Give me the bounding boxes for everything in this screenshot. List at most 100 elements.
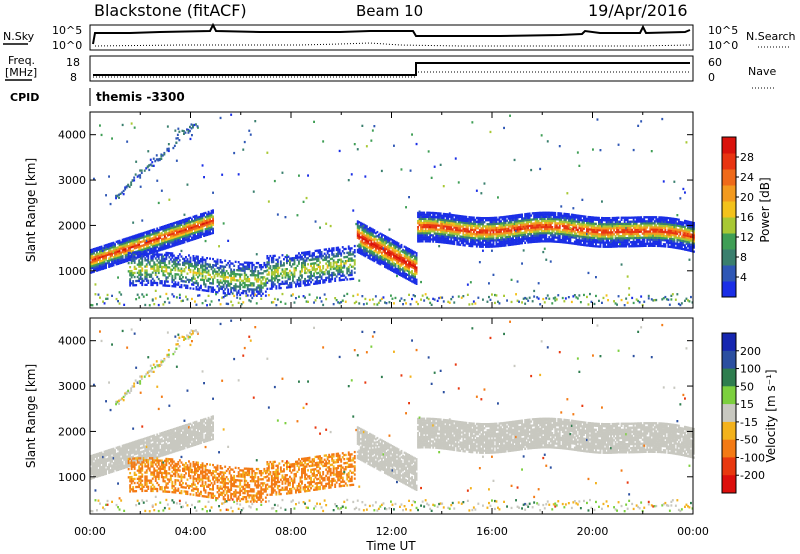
power-cell <box>243 267 246 270</box>
power-cell <box>175 283 178 286</box>
power-cell <box>388 247 391 250</box>
power-cell <box>540 226 543 229</box>
power-cell <box>554 211 557 215</box>
power-cell <box>182 280 184 283</box>
power-cell <box>151 267 154 270</box>
power-cell <box>510 229 513 232</box>
power-cell <box>123 248 126 251</box>
power-cell <box>509 217 511 220</box>
power-cell <box>598 222 600 226</box>
power-cell <box>103 265 106 268</box>
power-cell <box>361 249 364 252</box>
power-cell <box>273 266 276 270</box>
power-cell <box>483 217 486 220</box>
power-cell <box>145 230 148 234</box>
power-cell <box>482 233 484 236</box>
power-cell <box>311 262 314 265</box>
power-cell <box>94 259 97 263</box>
power-cell <box>302 265 305 269</box>
power-cell <box>270 271 273 274</box>
power-cell <box>543 236 546 239</box>
power-cell <box>384 251 386 254</box>
power-cell <box>370 250 373 253</box>
power-cell <box>171 224 174 227</box>
power-cell <box>374 235 377 238</box>
power-cell <box>483 239 486 242</box>
power-cell <box>154 234 157 237</box>
power-cell <box>127 240 130 244</box>
power-cell <box>180 277 183 281</box>
power-cell <box>212 270 214 273</box>
power-cell <box>605 227 608 230</box>
power-cell <box>169 233 172 236</box>
power-cell <box>584 240 587 243</box>
power-cell <box>521 238 523 241</box>
power-cell <box>587 234 590 237</box>
power-cell <box>371 238 374 241</box>
power-cell <box>180 273 183 277</box>
power-cell <box>436 214 439 217</box>
power-cell <box>382 258 385 261</box>
power-cell <box>478 245 481 248</box>
power-cell <box>337 273 340 276</box>
power-cell <box>240 291 243 295</box>
power-cell <box>356 248 359 252</box>
power-cell <box>552 240 555 243</box>
power-cell <box>373 237 376 240</box>
power-cell <box>483 229 486 232</box>
power-cell <box>362 243 365 247</box>
power-cell <box>394 257 397 260</box>
power-cell <box>304 255 306 258</box>
power-cell <box>255 253 258 256</box>
power-cell <box>560 230 563 233</box>
power-cell <box>195 303 198 306</box>
power-cell <box>439 224 442 227</box>
power-cell <box>185 218 187 221</box>
power-cell <box>260 264 263 267</box>
power-cell <box>614 302 617 305</box>
power-cell <box>364 224 367 227</box>
power-cell <box>273 297 276 301</box>
power-cell <box>460 215 463 218</box>
power-cell <box>195 273 198 277</box>
power-cell <box>257 274 260 277</box>
power-cell <box>488 245 490 248</box>
power-cell <box>182 219 184 222</box>
power-cell <box>138 247 141 250</box>
power-cell <box>180 286 183 289</box>
power-cell <box>260 294 263 297</box>
power-cell <box>581 225 584 228</box>
power-cell <box>426 232 429 235</box>
power-cell <box>298 282 300 286</box>
power-cell <box>204 264 207 268</box>
power-cell <box>457 243 460 246</box>
power-cell <box>132 251 135 254</box>
power-cell <box>367 238 370 241</box>
power-cell <box>147 238 150 241</box>
power-cell <box>141 281 144 284</box>
power-cell <box>135 234 138 237</box>
power-cell <box>394 267 397 270</box>
power-cell <box>301 264 303 267</box>
power-cell <box>549 228 552 231</box>
power-cell <box>394 240 397 243</box>
power-cell <box>239 267 242 270</box>
power-cell <box>147 242 150 245</box>
power-cell <box>564 239 567 242</box>
power-cell <box>233 289 236 292</box>
power-cell <box>581 215 584 218</box>
power-cell <box>293 269 296 272</box>
freq-tick-bottom: 8 <box>70 71 77 84</box>
power-cell <box>301 255 303 259</box>
power-cell <box>593 226 596 229</box>
power-cell <box>396 249 398 252</box>
power-cell <box>411 249 413 252</box>
power-cell <box>509 221 511 224</box>
power-cell <box>117 246 119 249</box>
power-cell <box>344 260 347 263</box>
power-cell <box>598 229 600 232</box>
power-cell <box>112 264 115 267</box>
power-cell <box>275 277 278 280</box>
power-cell <box>194 229 196 232</box>
power-cell <box>115 297 118 301</box>
